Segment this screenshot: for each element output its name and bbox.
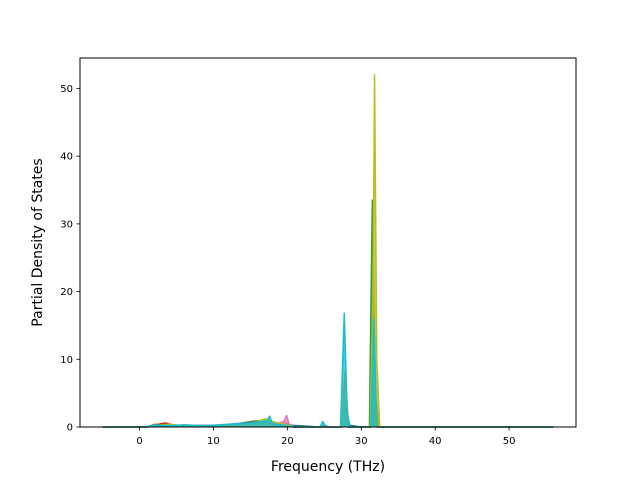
y-tick-label: 20 bbox=[60, 287, 73, 298]
y-tick-label: 30 bbox=[60, 219, 73, 230]
y-axis-ticks: 0 10 20 30 40 50 bbox=[60, 84, 80, 434]
x-tick-label: 0 bbox=[136, 436, 142, 447]
series-fill-2 bbox=[102, 372, 554, 427]
series-fill-1 bbox=[102, 393, 554, 427]
y-tick-label: 10 bbox=[60, 355, 73, 366]
y-tick-label: 0 bbox=[67, 423, 73, 434]
x-tick-label: 40 bbox=[429, 436, 442, 447]
series-fill-9 bbox=[102, 74, 554, 428]
x-tick-label: 10 bbox=[207, 436, 220, 447]
plot-frame bbox=[79, 57, 577, 428]
series-line-1 bbox=[102, 392, 554, 428]
series-fill-6 bbox=[102, 399, 554, 427]
series-line-2 bbox=[102, 372, 554, 428]
x-axis-label: Frequency (THz) bbox=[271, 459, 385, 475]
y-axis-label: Partial Density of States bbox=[30, 158, 46, 326]
x-tick-label: 50 bbox=[503, 436, 516, 447]
series-fill-10 bbox=[102, 313, 554, 427]
series-fill-3 bbox=[102, 200, 554, 427]
series-lines bbox=[102, 74, 554, 428]
series-line-6 bbox=[102, 399, 554, 428]
series-line-3 bbox=[102, 199, 554, 428]
x-tick-label: 30 bbox=[355, 436, 368, 447]
series-line-9 bbox=[102, 74, 554, 428]
x-axis-ticks: 0 10 20 30 40 50 bbox=[136, 427, 515, 447]
y-tick-label: 40 bbox=[60, 152, 73, 163]
y-tick-label: 50 bbox=[60, 84, 73, 95]
series-line-10 bbox=[102, 312, 554, 428]
x-tick-label: 20 bbox=[281, 436, 294, 447]
